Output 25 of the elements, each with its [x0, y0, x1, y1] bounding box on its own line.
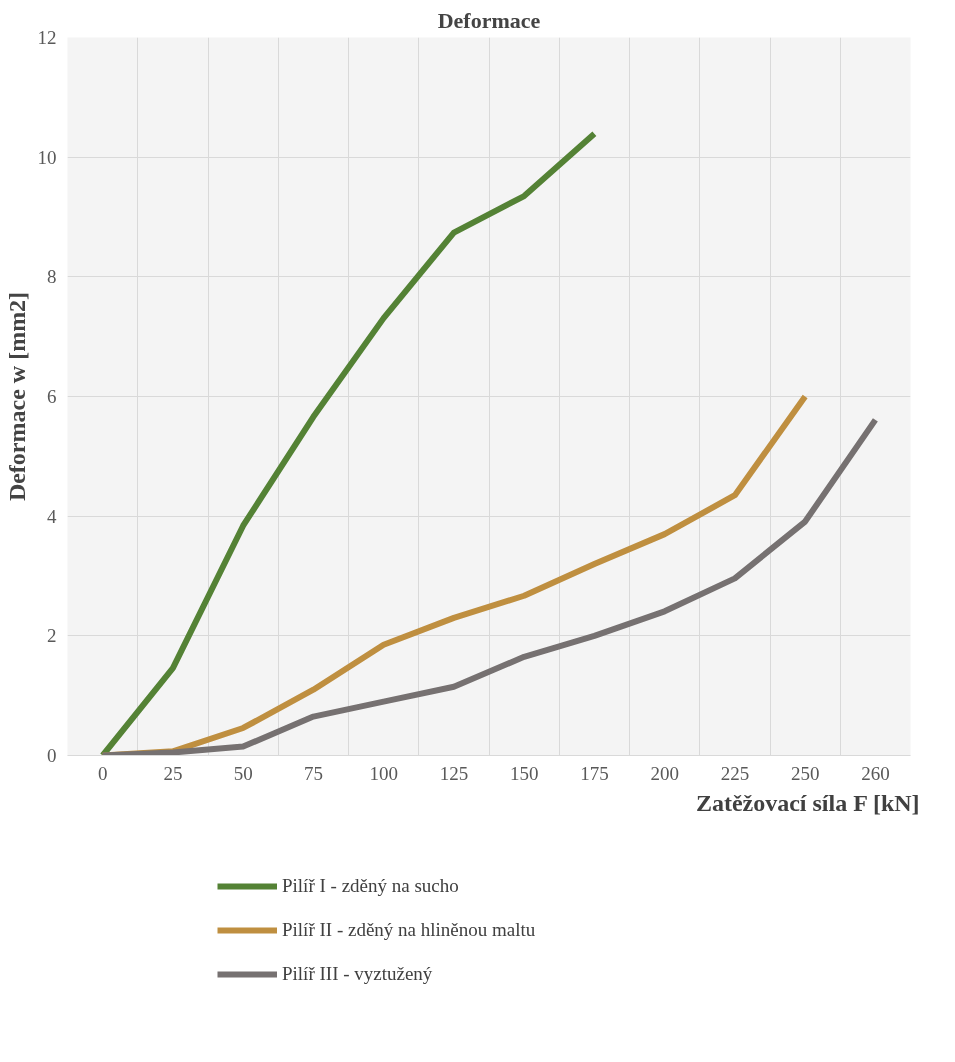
- legend-label: Pilíř III - vyztužený: [282, 963, 433, 985]
- x-tick-label: 200: [650, 762, 679, 784]
- x-tick-label: 0: [97, 762, 108, 784]
- x-tick-label: 100: [369, 762, 398, 784]
- y-tick-label: 2: [47, 625, 57, 647]
- y-tick-label: 4: [47, 505, 57, 527]
- x-tick-label: 125: [439, 762, 469, 784]
- x-axis-title: Zatěžovací síla F [kN]: [695, 789, 920, 816]
- x-tick-label: 75: [303, 762, 323, 784]
- y-tick-label: 8: [47, 266, 57, 288]
- x-tick-label: 175: [580, 762, 609, 784]
- x-tick-label: 225: [720, 762, 750, 784]
- chart-title: Deformace: [437, 7, 541, 33]
- y-tick-label: 12: [37, 27, 57, 48]
- x-tick-label: 150: [509, 762, 539, 784]
- legend-label: Pilíř I - zděný na sucho: [282, 875, 459, 897]
- y-tick-label: 0: [47, 745, 57, 766]
- legend-label: Pilíř II - zděný na hliněnou maltu: [282, 919, 536, 941]
- y-tick-label: 6: [47, 386, 57, 407]
- x-tick-label: 25: [163, 762, 183, 784]
- x-tick-label: 50: [233, 762, 253, 784]
- x-tick-label: 250: [790, 762, 820, 784]
- x-tick-label: 260: [861, 762, 890, 784]
- y-axis-title: Deformace w [mm2]: [3, 291, 30, 502]
- y-tick-label: 10: [37, 146, 57, 168]
